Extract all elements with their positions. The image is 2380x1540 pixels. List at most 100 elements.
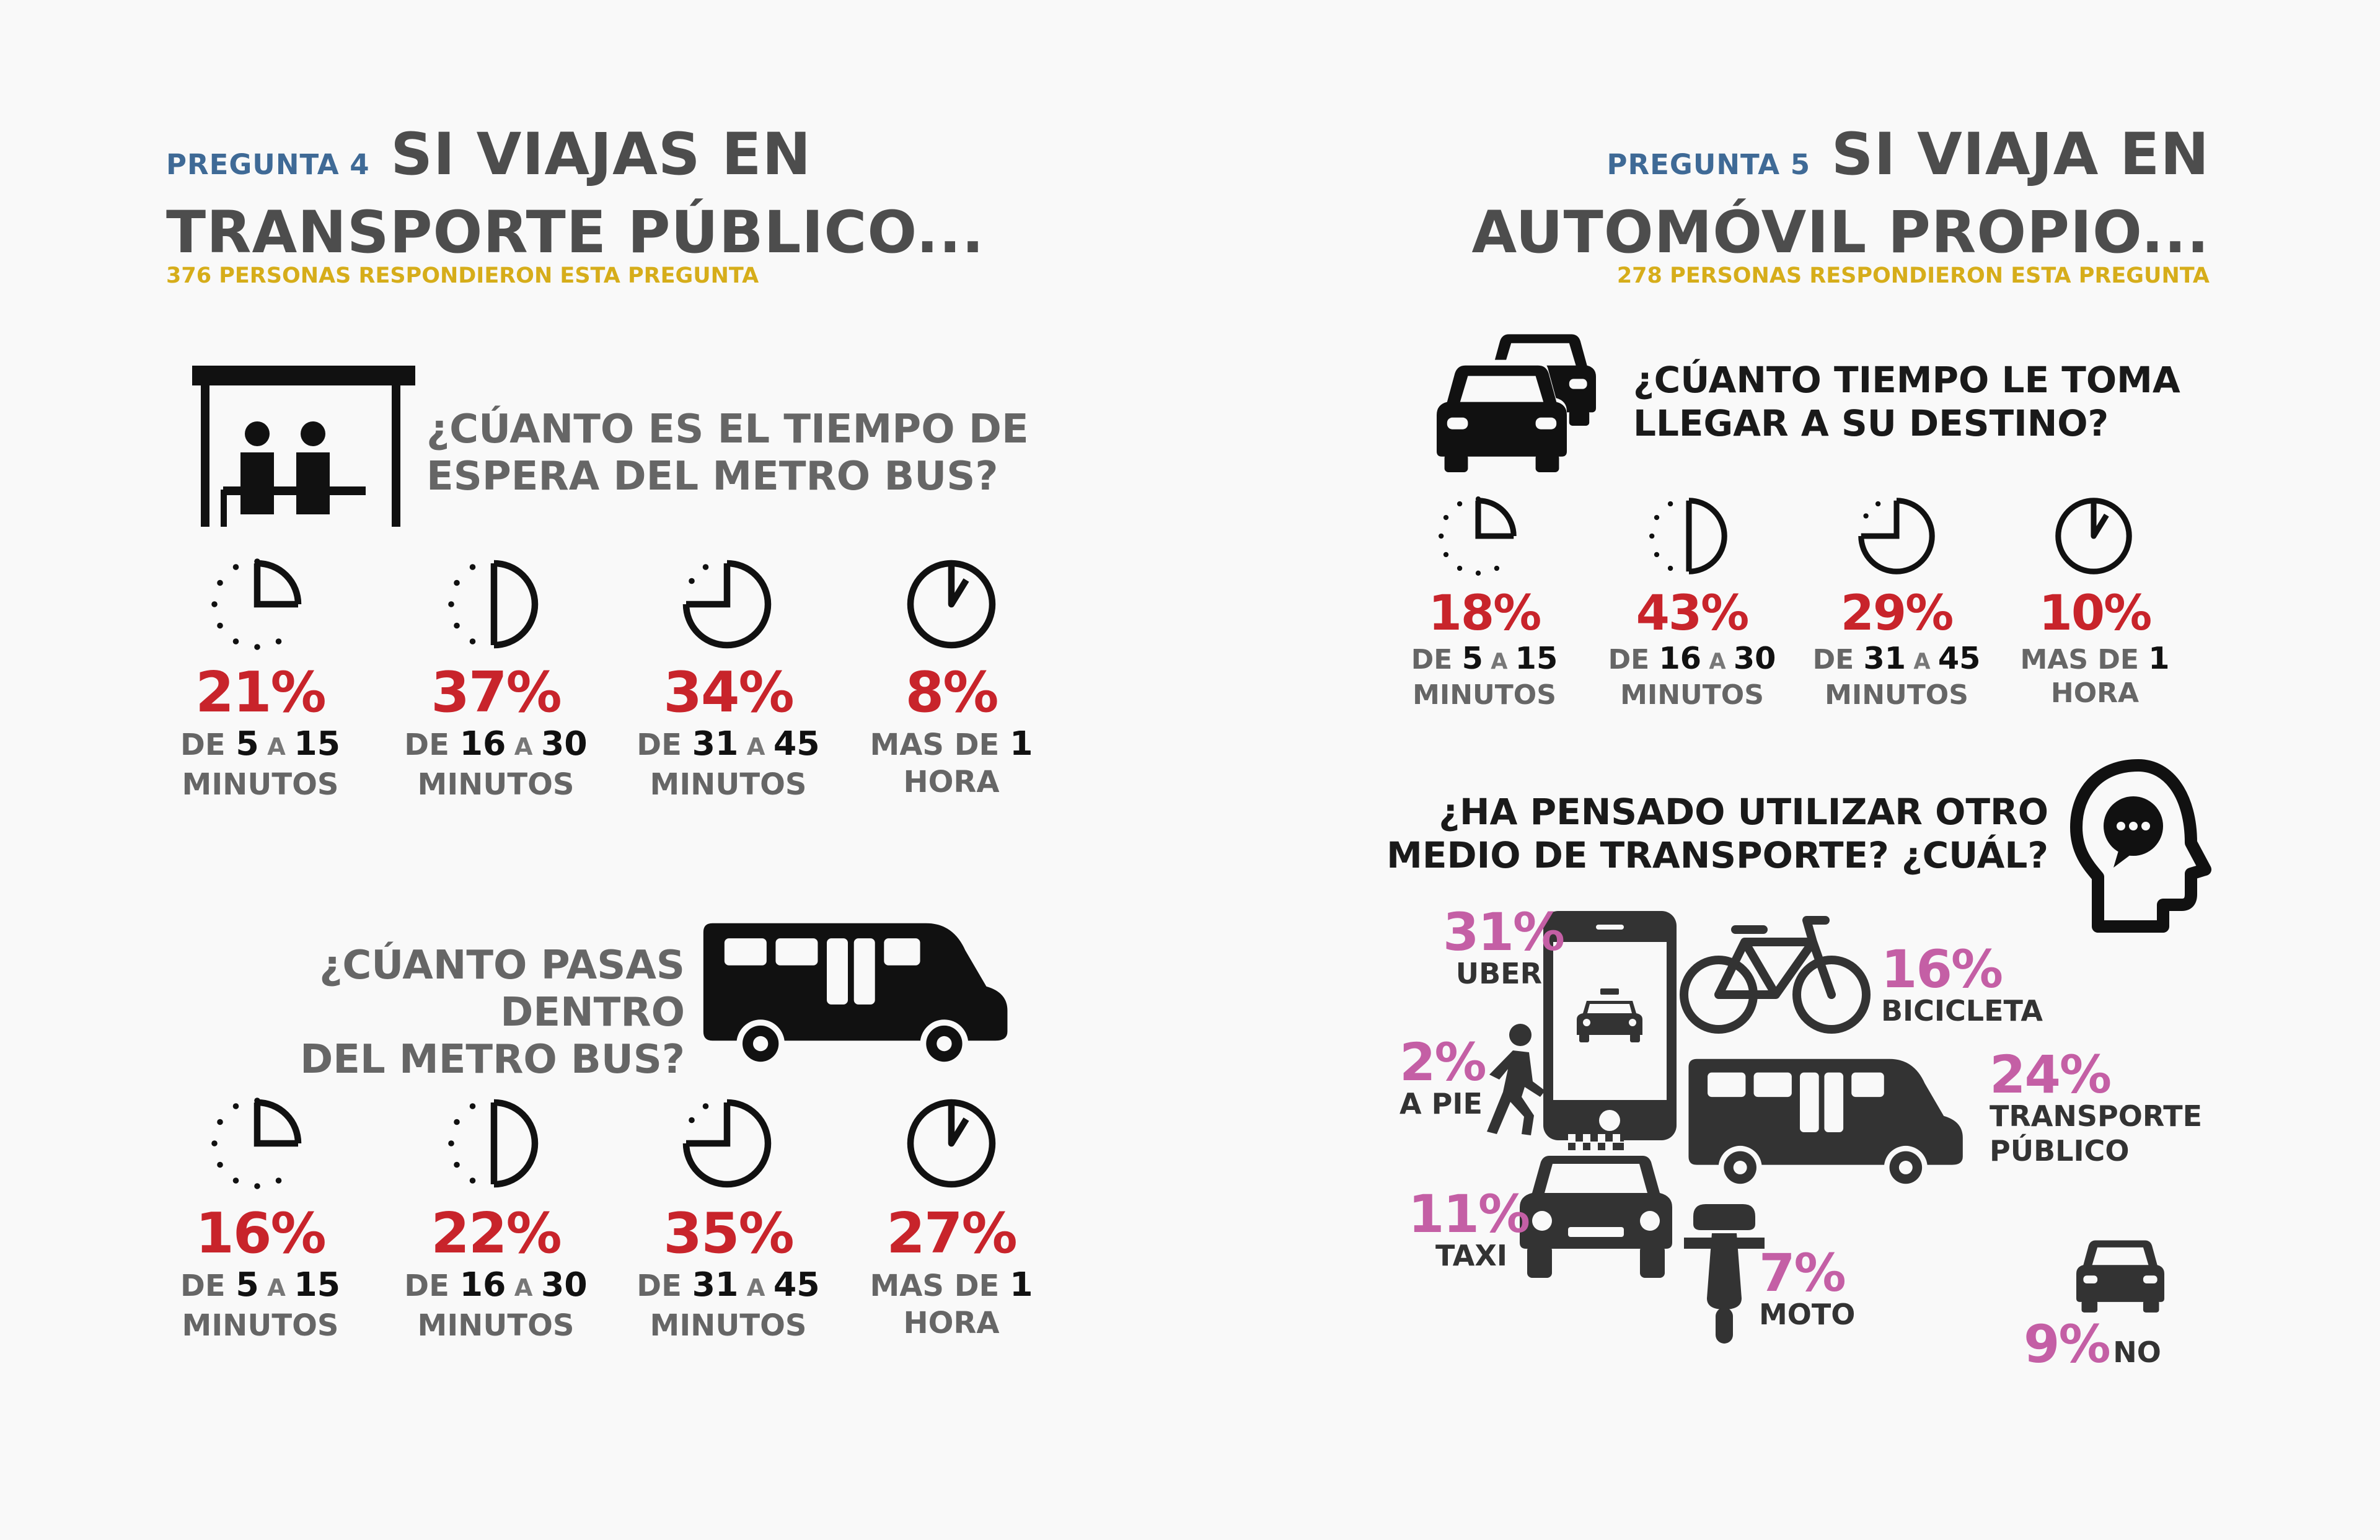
clock-60-icon: [2053, 496, 2134, 576]
percent-value: 11%: [1408, 1184, 1530, 1244]
percent-value: 27%: [886, 1201, 1017, 1266]
clock-60-icon: [905, 1097, 998, 1190]
thinking-head-icon: [2070, 759, 2211, 933]
left-q1-line1: ¿CÚANTO ES EL TIEMPO DE: [426, 407, 1029, 452]
left-q1-results: 21% DE 5 A 15 MINUTOS 37% DE 16 A 30 MINUT…: [139, 660, 1069, 809]
result-item: 8% MAS DE 1 HORA: [831, 660, 1072, 801]
left-title-line1: SI VIAJAS EN: [390, 121, 812, 188]
percent-value: 31%: [1443, 902, 1565, 962]
percent-value: 16%: [1881, 939, 2003, 1000]
scooter-icon: [1684, 1204, 1765, 1344]
left-q2-line2: DEL METRO BUS?: [300, 1037, 685, 1083]
result-item: 27% MAS DE 1 HORA: [831, 1201, 1072, 1342]
right-title: PREGUNTA 5 SI VIAJA EN: [1280, 121, 2210, 199]
result-item: 35% DE 31 A 45 MINUTOS: [607, 1201, 849, 1344]
clock-45-icon: [681, 558, 774, 651]
percent-value: 43%: [1636, 586, 1750, 641]
range-label: DE 31 A 45 MINUTOS: [1812, 640, 1981, 711]
right-q1-line2: LLEGAR A SU DESTINO?: [1633, 402, 2109, 444]
option-label: BICICLETA: [1881, 994, 2043, 1027]
right-q2-question: ¿HA PENSADO UTILIZAR OTRO MEDIO DE TRANS…: [1302, 790, 2048, 877]
option-label: A PIE: [1399, 1087, 1483, 1120]
left-q2-question: ¿CÚANTO PASAS DENTRO DEL METRO BUS?: [124, 942, 685, 1083]
left-question-number: PREGUNTA 4: [166, 148, 370, 181]
result-item: 22% DE 16 A 30 MINUTOS: [375, 1201, 617, 1344]
range-label: DE 16 A 30 MINUTOS: [404, 1265, 588, 1344]
right-heading: PREGUNTA 5 SI VIAJA EN AUTOMÓVIL PROPIO.…: [1280, 121, 2210, 267]
range-label: DE 5 A 15 MINUTOS: [180, 1265, 340, 1344]
result-item: 10% MAS DE 1 HORA: [1996, 586, 2194, 710]
percent-value: 24%: [1990, 1044, 2112, 1105]
clock-15-icon: [211, 558, 304, 651]
clock-15-icon: [1438, 496, 1518, 576]
option-label: NO: [2113, 1335, 2161, 1369]
right-q2-line2: MEDIO DE TRANSPORTE? ¿CUÁL?: [1386, 834, 2048, 876]
percent-value: 35%: [663, 1201, 794, 1266]
percent-value: 22%: [431, 1201, 562, 1266]
cars-icon: [1430, 334, 1596, 472]
clock-60-icon: [905, 558, 998, 651]
result-item: 18% DE 5 A 15 MINUTOS: [1382, 586, 1587, 712]
percent-value: 10%: [2038, 586, 2153, 641]
range-label: DE 16 A 30 MINUTOS: [1608, 640, 1776, 711]
range-label: DE 31 A 45 MINUTOS: [637, 1265, 820, 1344]
option-label: TAXI: [1435, 1239, 1507, 1272]
right-title-line2: AUTOMÓVIL PROPIO...: [1471, 199, 2210, 266]
phone-uber-icon: [1543, 911, 1677, 1140]
right-respondents: 278 PERSONAS RESPONDIERON ESTA PREGUNTA: [1616, 263, 2210, 288]
range-label: DE 31 A 45 MINUTOS: [637, 724, 820, 803]
result-item: 21% DE 5 A 15 MINUTOS: [139, 660, 381, 803]
percent-value: 8%: [905, 660, 999, 725]
bus-icon: [1688, 1058, 1963, 1189]
option-label: UBER: [1455, 957, 1542, 990]
taxi-icon: [1520, 1134, 1672, 1278]
left-respondents: 376 PERSONAS RESPONDIERON ESTA PREGUNTA: [166, 263, 759, 288]
percent-value: 21%: [195, 660, 326, 725]
option-bicicleta: 16% BICICLETA: [1881, 939, 2043, 1028]
bus-stop-icon: [192, 366, 415, 527]
car-icon: [2076, 1240, 2164, 1313]
pedestrian-icon: [1487, 1024, 1545, 1135]
clock-15-icon: [211, 1097, 304, 1190]
percent-value: 9%: [2024, 1314, 2111, 1375]
left-q1-question: ¿CÚANTO ES EL TIEMPO DE ESPERA DEL METRO…: [426, 406, 1029, 500]
right-q2-line1: ¿HA PENSADO UTILIZAR OTRO: [1439, 791, 2048, 833]
clock-45-icon: [1856, 496, 1937, 576]
range-label: DE 16 A 30 MINUTOS: [404, 724, 588, 803]
left-heading: PREGUNTA 4 SI VIAJAS EN TRANSPORTE PÚBLI…: [166, 121, 1034, 267]
option-taxi: 11% TAXI: [1408, 1184, 1530, 1273]
option-label-line1: TRANSPORTE: [1990, 1099, 2203, 1133]
percent-value: 34%: [663, 660, 794, 725]
clock-45-icon: [681, 1097, 774, 1190]
option-transporte-publico: 24% TRANSPORTE PÚBLICO: [1990, 1044, 2202, 1168]
range-label: MAS DE 1 HORA: [870, 1265, 1033, 1341]
right-question-number: PREGUNTA 5: [1606, 148, 1811, 181]
clock-30-icon: [447, 1097, 540, 1190]
result-item: 16% DE 5 A 15 MINUTOS: [139, 1201, 381, 1344]
range-label: MAS DE 1 HORA: [2020, 640, 2170, 709]
left-q1-line2: ESPERA DEL METRO BUS?: [426, 454, 998, 499]
result-item: 43% DE 16 A 30 MINUTOS: [1587, 586, 1797, 712]
option-no: 9% NO: [2024, 1314, 2161, 1375]
option-label: MOTO: [1759, 1298, 1856, 1331]
result-item: 34% DE 31 A 45 MINUTOS: [607, 660, 849, 803]
clock-30-icon: [1649, 496, 1729, 576]
right-q1-results: 18% DE 5 A 15 MINUTOS 43% DE 16 A 30 MINUT…: [1382, 586, 2250, 716]
right-q1-line1: ¿CÚANTO TIEMPO LE TOMA: [1633, 359, 2180, 401]
bicycle-icon: [1680, 916, 1871, 1034]
left-q2-line1: ¿CÚANTO PASAS DENTRO: [319, 943, 685, 1036]
range-label: DE 5 A 15 MINUTOS: [180, 724, 340, 803]
option-moto: 7% MOTO: [1759, 1243, 1855, 1332]
range-label: MAS DE 1 HORA: [870, 724, 1033, 800]
left-q2-results: 16% DE 5 A 15 MINUTOS 22% DE 16 A 30 MINUT…: [139, 1201, 1069, 1350]
left-title: PREGUNTA 4 SI VIAJAS EN: [166, 121, 1034, 199]
result-item: 29% DE 31 A 45 MINUTOS: [1791, 586, 2002, 712]
right-title-line1: SI VIAJA EN: [1831, 121, 2210, 188]
range-label: DE 5 A 15 MINUTOS: [1411, 640, 1558, 711]
result-item: 37% DE 16 A 30 MINUTOS: [375, 660, 617, 803]
right-q1-question: ¿CÚANTO TIEMPO LE TOMA LLEGAR A SU DESTI…: [1633, 358, 2180, 445]
option-uber: 31% UBER: [1443, 902, 1565, 991]
percent-value: 18%: [1428, 586, 1542, 641]
percent-value: 2%: [1399, 1032, 1487, 1093]
left-title-line2: TRANSPORTE PÚBLICO...: [166, 199, 985, 266]
